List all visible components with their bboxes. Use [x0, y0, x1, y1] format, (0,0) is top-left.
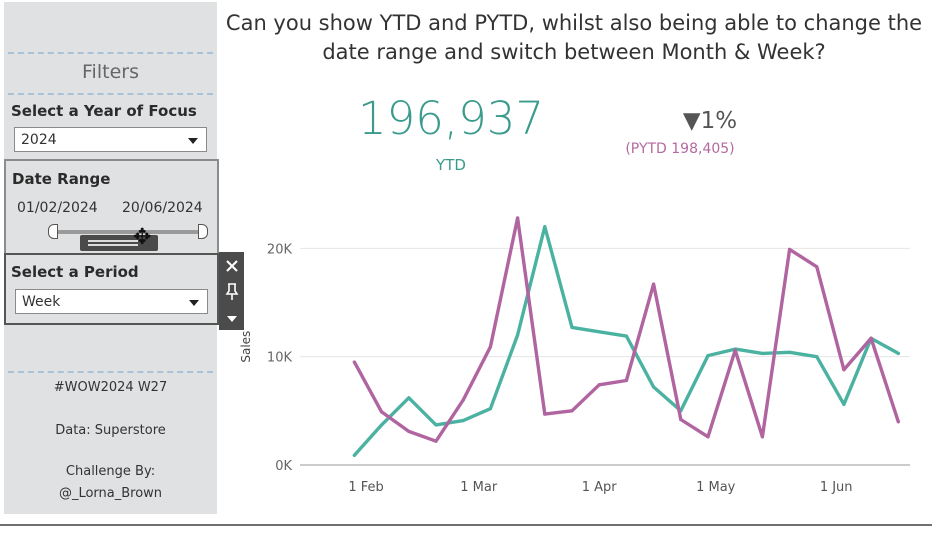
- ytd-data-point[interactable]: [842, 402, 846, 406]
- slider-start-handle[interactable]: [48, 224, 58, 239]
- divider: [8, 52, 213, 54]
- gridlines: [300, 247, 910, 358]
- hashtag-text: #WOW2024 W27: [53, 380, 168, 395]
- x-tick-label: 1 Apr: [582, 480, 618, 495]
- container-toolbar: [219, 252, 244, 330]
- ytd-series-line[interactable]: [352, 225, 900, 457]
- ytd-data-point[interactable]: [543, 225, 547, 229]
- ytd-data-point[interactable]: [407, 396, 411, 400]
- change-kpi: ▼1%: [610, 108, 810, 134]
- move-cursor-icon: ✥: [133, 225, 152, 250]
- down-triangle-icon: ▼: [682, 108, 701, 134]
- page-title-line-2: date range and switch between Month & We…: [322, 40, 826, 64]
- ytd-kpi-label: YTD: [436, 156, 466, 174]
- ytd-data-point[interactable]: [896, 351, 900, 356]
- period-dropdown[interactable]: Week: [15, 289, 208, 314]
- pytd-data-point[interactable]: [760, 435, 764, 439]
- pytd-data-point[interactable]: [624, 378, 628, 383]
- x-tick-label: 1 Mar: [460, 480, 498, 495]
- close-icon[interactable]: [219, 255, 244, 277]
- data-source-text: Data: Superstore: [55, 423, 166, 438]
- series[interactable]: [352, 216, 900, 457]
- caret-down-icon[interactable]: [219, 308, 244, 328]
- ytd-data-point[interactable]: [352, 453, 356, 457]
- slider-end-handle[interactable]: [198, 224, 208, 239]
- pytd-data-point[interactable]: [679, 417, 683, 422]
- y-tick-label: 20K: [267, 242, 293, 257]
- ytd-data-point[interactable]: [434, 423, 438, 427]
- pytd-data-point[interactable]: [488, 345, 492, 349]
- pytd-series-line[interactable]: [352, 216, 900, 443]
- chevron-down-icon: [189, 300, 199, 306]
- pytd-data-point[interactable]: [815, 265, 819, 269]
- y-tick-label: 0K: [275, 459, 292, 474]
- challenge-by-label: Challenge By:: [65, 464, 156, 479]
- challenge-by-name: @_Lorna_Brown: [58, 486, 163, 501]
- ytd-data-point[interactable]: [515, 333, 520, 337]
- date-range-slider-track[interactable]: [50, 230, 204, 234]
- grip-line: [88, 240, 138, 242]
- sales-line-chart[interactable]: 0K 10K 20K Sales 1 Feb 1 Mar 1 Apr 1 May 1 Jun: [230, 195, 920, 510]
- ytd-data-point[interactable]: [760, 351, 764, 356]
- drag-handle[interactable]: [80, 235, 158, 251]
- pytd-data-point[interactable]: [733, 348, 737, 352]
- x-tick-label: 1 Jun: [820, 480, 853, 495]
- x-tick-label: 1 Feb: [348, 480, 383, 495]
- date-range-start[interactable]: 01/02/2024: [17, 200, 98, 216]
- ytd-data-point[interactable]: [706, 353, 710, 358]
- y-axis-title: Sales: [239, 331, 253, 363]
- divider: [8, 93, 213, 95]
- pytd-data-point[interactable]: [461, 398, 465, 402]
- ytd-data-point[interactable]: [624, 334, 628, 338]
- year-dropdown[interactable]: 2024: [14, 127, 207, 152]
- pytd-data-point[interactable]: [352, 360, 356, 364]
- y-tick-label: 10K: [267, 351, 293, 366]
- pytd-data-point[interactable]: [842, 368, 846, 372]
- pin-icon[interactable]: [219, 280, 244, 304]
- pytd-data-point[interactable]: [869, 336, 873, 340]
- chevron-down-icon: [188, 138, 198, 144]
- ytd-data-point[interactable]: [787, 350, 792, 354]
- period-dropdown-value: Week: [22, 294, 61, 310]
- pytd-data-point[interactable]: [651, 282, 656, 286]
- ytd-data-point[interactable]: [597, 330, 601, 334]
- x-tick-label: 1 May: [696, 480, 736, 495]
- date-range-label: Date Range: [12, 170, 111, 188]
- pytd-data-point[interactable]: [597, 383, 601, 387]
- year-dropdown-value: 2024: [21, 132, 57, 148]
- page-title-line-1: Can you show YTD and PYTD, whilst also b…: [225, 11, 923, 35]
- grip-line: [88, 244, 138, 246]
- divider: [8, 371, 213, 373]
- ytd-kpi-value: 196,937: [357, 92, 545, 145]
- pytd-data-point[interactable]: [570, 409, 574, 413]
- ytd-data-point[interactable]: [570, 325, 574, 330]
- window-bottom-border: [0, 524, 932, 526]
- axes: 0K 10K 20K Sales 1 Feb 1 Mar 1 Apr 1 May 1 Jun: [239, 242, 910, 495]
- ytd-data-point[interactable]: [815, 355, 819, 359]
- ytd-data-point[interactable]: [379, 423, 384, 427]
- change-kpi-value: 1%: [700, 108, 738, 134]
- ytd-data-point[interactable]: [488, 407, 492, 411]
- period-filter-label: Select a Period: [11, 263, 139, 281]
- pytd-data-point[interactable]: [379, 410, 384, 414]
- ytd-data-point[interactable]: [651, 385, 656, 389]
- ytd-data-point[interactable]: [461, 418, 465, 423]
- pytd-data-point[interactable]: [434, 439, 438, 443]
- pytd-data-point[interactable]: [515, 216, 520, 220]
- date-range-filter[interactable]: Date Range 01/02/2024 20/06/2024 ✥: [4, 159, 219, 257]
- pytd-data-point[interactable]: [543, 412, 547, 416]
- pytd-data-point[interactable]: [896, 420, 900, 424]
- pytd-kpi-label: (PYTD 198,405): [625, 141, 735, 157]
- pytd-data-point[interactable]: [706, 435, 710, 439]
- pytd-data-point[interactable]: [407, 429, 411, 434]
- period-filter[interactable]: Select a Period Week: [4, 253, 219, 325]
- year-filter-label: Select a Year of Focus: [11, 102, 197, 120]
- filters-title: Filters: [82, 61, 139, 83]
- pytd-data-point[interactable]: [787, 247, 792, 252]
- date-range-end[interactable]: 20/06/2024: [122, 200, 203, 216]
- page-title: Can you show YTD and PYTD, whilst also b…: [224, 9, 924, 67]
